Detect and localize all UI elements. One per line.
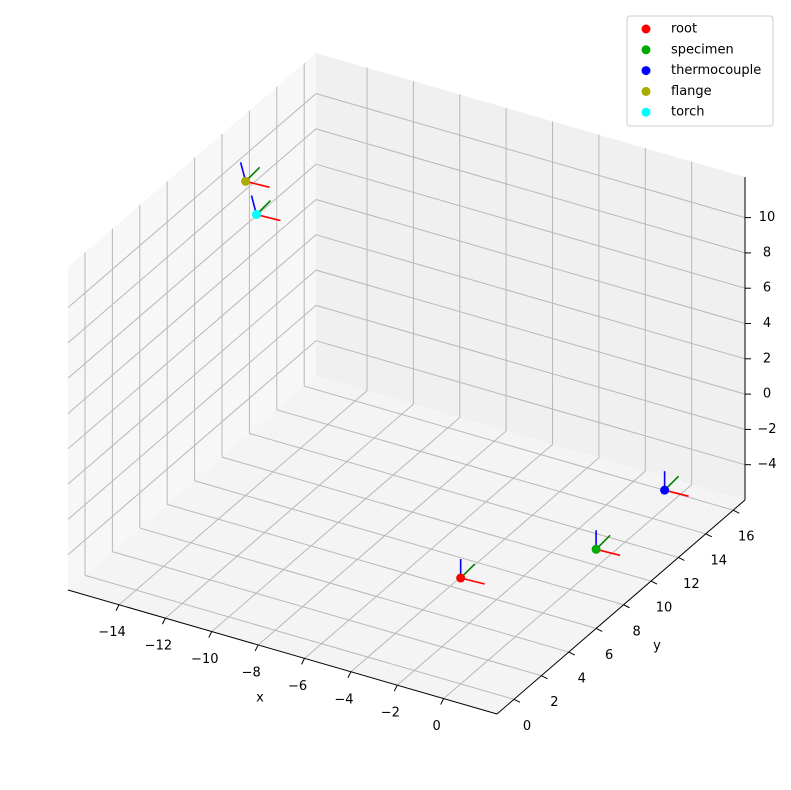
- point: [251, 210, 261, 220]
- y-tick-label: 8: [632, 624, 640, 639]
- legend-box: [626, 15, 774, 127]
- z-tick-label: 2: [763, 351, 771, 366]
- legend-label: thermocouple: [671, 63, 761, 78]
- grid-line: [67, 340, 317, 556]
- grid-line: [315, 93, 746, 219]
- y-tick: [541, 675, 548, 680]
- z-tick-label: 0: [763, 387, 771, 402]
- grid-line: [167, 503, 597, 629]
- grid-line: [112, 551, 542, 677]
- legend-marker: [641, 107, 651, 117]
- y-axis: [496, 499, 746, 715]
- x-axis-label: x: [256, 691, 264, 706]
- grid-line: [165, 403, 414, 619]
- grid-line: [84, 574, 515, 700]
- x-tick-label: −8: [242, 665, 261, 680]
- legend-marker: [641, 45, 651, 55]
- grid-line: [139, 527, 569, 653]
- x-tick: [254, 644, 259, 652]
- legend-label: flange: [671, 84, 712, 99]
- y-tick: [623, 604, 630, 609]
- grid-line: [304, 443, 553, 659]
- x-tick: [347, 671, 352, 678]
- z-tick-label: 6: [763, 281, 771, 296]
- x-tick-label: −6: [288, 679, 307, 694]
- y-tick-label: 14: [711, 553, 728, 568]
- x-axis: [67, 589, 498, 715]
- legend-label: torch: [671, 105, 705, 120]
- grid-line: [221, 456, 652, 582]
- x-tick: [440, 698, 445, 705]
- y-tick: [705, 533, 713, 538]
- z-tick-label: −2: [757, 422, 776, 437]
- z-tick-label: 4: [763, 316, 771, 331]
- grid-line: [67, 269, 317, 485]
- z-tick-label: 8: [763, 245, 771, 260]
- y-tick-label: 10: [656, 601, 673, 616]
- point: [241, 176, 251, 186]
- legend-label: specimen: [671, 42, 734, 57]
- grid-line: [67, 128, 317, 344]
- x-tick-label: −4: [334, 692, 353, 707]
- grid-line: [249, 432, 679, 558]
- grid-line: [315, 340, 746, 466]
- pane: [316, 53, 745, 500]
- x-tick-label: −14: [98, 625, 125, 640]
- z-tick-label: 10: [759, 210, 776, 225]
- grid-line: [67, 93, 317, 308]
- grid-line: [315, 304, 746, 430]
- grid-line: [67, 305, 317, 520]
- grid-line: [67, 234, 317, 450]
- y-tick-label: 4: [578, 672, 586, 687]
- grid-line: [315, 199, 746, 324]
- grid-line: [257, 430, 507, 646]
- x-tick: [393, 684, 398, 692]
- y-axis-label: y: [653, 639, 661, 654]
- y-tick: [568, 651, 576, 656]
- grid-line: [315, 234, 746, 360]
- point: [456, 573, 466, 583]
- y-tick-label: 0: [523, 719, 531, 734]
- grid-line: [315, 163, 746, 289]
- grid-line: [315, 269, 746, 395]
- grid-line: [396, 470, 646, 686]
- grid-line: [67, 199, 317, 414]
- grid-line: [443, 484, 692, 699]
- y-tick-label: 2: [550, 695, 558, 710]
- point: [591, 544, 601, 554]
- y-tick: [513, 698, 521, 703]
- x-tick: [115, 604, 120, 611]
- x-tick: [208, 631, 213, 638]
- x-tick: [301, 658, 305, 665]
- x-tick: [161, 617, 166, 625]
- x-tick-label: −12: [145, 639, 172, 654]
- y-tick-label: 6: [605, 648, 613, 663]
- grid-line: [276, 409, 706, 535]
- pane: [68, 53, 316, 590]
- grid-line: [67, 163, 317, 379]
- y-tick: [732, 509, 740, 514]
- grid-line: [194, 480, 624, 606]
- y-tick: [650, 580, 658, 585]
- x-tick-label: 0: [433, 719, 441, 734]
- legend-marker: [641, 86, 651, 96]
- grid-line: [211, 417, 461, 632]
- legend-label: root: [671, 22, 697, 37]
- y-tick-label: 16: [738, 530, 755, 545]
- grid-line: [118, 390, 368, 606]
- x-tick-label: −2: [381, 706, 400, 721]
- y-tick-label: 12: [683, 577, 700, 592]
- z-tick-label: −4: [757, 457, 776, 472]
- grid-line: [315, 128, 746, 254]
- y-tick: [595, 627, 603, 632]
- legend-marker: [641, 66, 651, 76]
- x-tick-label: −10: [191, 652, 218, 667]
- pane: [68, 376, 745, 714]
- point: [660, 485, 670, 495]
- legend-marker: [641, 24, 651, 34]
- y-tick: [678, 557, 685, 561]
